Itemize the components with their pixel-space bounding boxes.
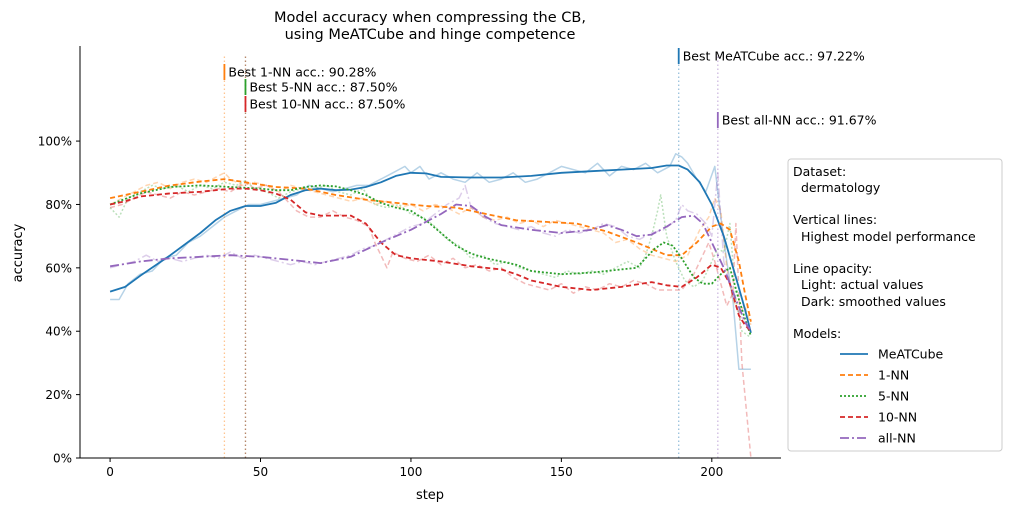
series-smoothed-MeATCube xyxy=(109,164,752,334)
y-tick-label-80: 80% xyxy=(45,198,72,212)
legend-dataset-name: dermatology xyxy=(793,180,881,195)
best-label-1-NN: Best 1-NN acc.: 90.28% xyxy=(228,65,376,80)
series-actual-5-NN xyxy=(109,179,752,339)
chart-title-line-1: Model accuracy when compressing the CB, xyxy=(274,10,586,26)
legend-label-5-NN: 5-NN xyxy=(878,389,909,404)
chart-title-line-2: using MeATCube and hinge competence xyxy=(285,27,576,43)
series-smoothed-all-NN xyxy=(109,203,752,332)
x-tick-label-50: 50 xyxy=(253,465,268,479)
legend-label-all-NN: all-NN xyxy=(878,431,916,446)
series-actual-all-NN xyxy=(109,172,752,332)
series-actual-1-NN xyxy=(109,172,752,326)
series-smoothed-10-NN xyxy=(109,187,752,332)
y-tick-label-20: 20% xyxy=(45,388,72,402)
x-tick-label-150: 150 xyxy=(550,465,573,479)
legend-opacity-heading: Line opacity: xyxy=(793,261,872,276)
legend: Dataset: dermatology Vertical lines: High… xyxy=(787,158,1003,452)
x-tick-label-0: 0 xyxy=(106,465,114,479)
x-tick-label-200: 200 xyxy=(700,465,723,479)
legend-label-MeATCube: MeATCube xyxy=(878,347,944,362)
legend-frame xyxy=(787,158,1003,452)
x-axis-label: step xyxy=(416,488,444,503)
legend-label-1-NN: 1-NN xyxy=(878,368,909,383)
legend-models-heading: Models: xyxy=(793,326,841,341)
legend-vlines-desc: Highest model performance xyxy=(793,229,976,244)
best-label-5-NN: Best 5-NN acc.: 87.50% xyxy=(249,80,397,95)
y-tick-label-0: 0% xyxy=(53,452,72,466)
y-tick-label-100: 100% xyxy=(38,135,72,149)
legend-opacity-dark: Dark: smoothed values xyxy=(793,294,946,309)
series-smoothed-1-NN xyxy=(109,178,752,322)
legend-label-10-NN: 10-NN xyxy=(878,410,917,425)
y-axis-label: accuracy xyxy=(11,223,26,282)
y-tick-label-40: 40% xyxy=(45,325,72,339)
legend-dataset-heading: Dataset: xyxy=(793,164,846,179)
y-tick-label-60: 60% xyxy=(45,261,72,275)
series-actual-MeATCube xyxy=(110,153,751,371)
series-actual-10-NN xyxy=(109,181,752,459)
x-tick-label-100: 100 xyxy=(399,465,422,479)
best-label-10-NN: Best 10-NN acc.: 87.50% xyxy=(249,97,405,112)
best-label-MeATCube: Best MeATCube acc.: 97.22% xyxy=(683,49,865,64)
legend-opacity-light: Light: actual values xyxy=(793,277,923,292)
legend-vlines-heading: Vertical lines: xyxy=(793,212,877,227)
best-label-all-NN: Best all-NN acc.: 91.67% xyxy=(722,113,877,128)
